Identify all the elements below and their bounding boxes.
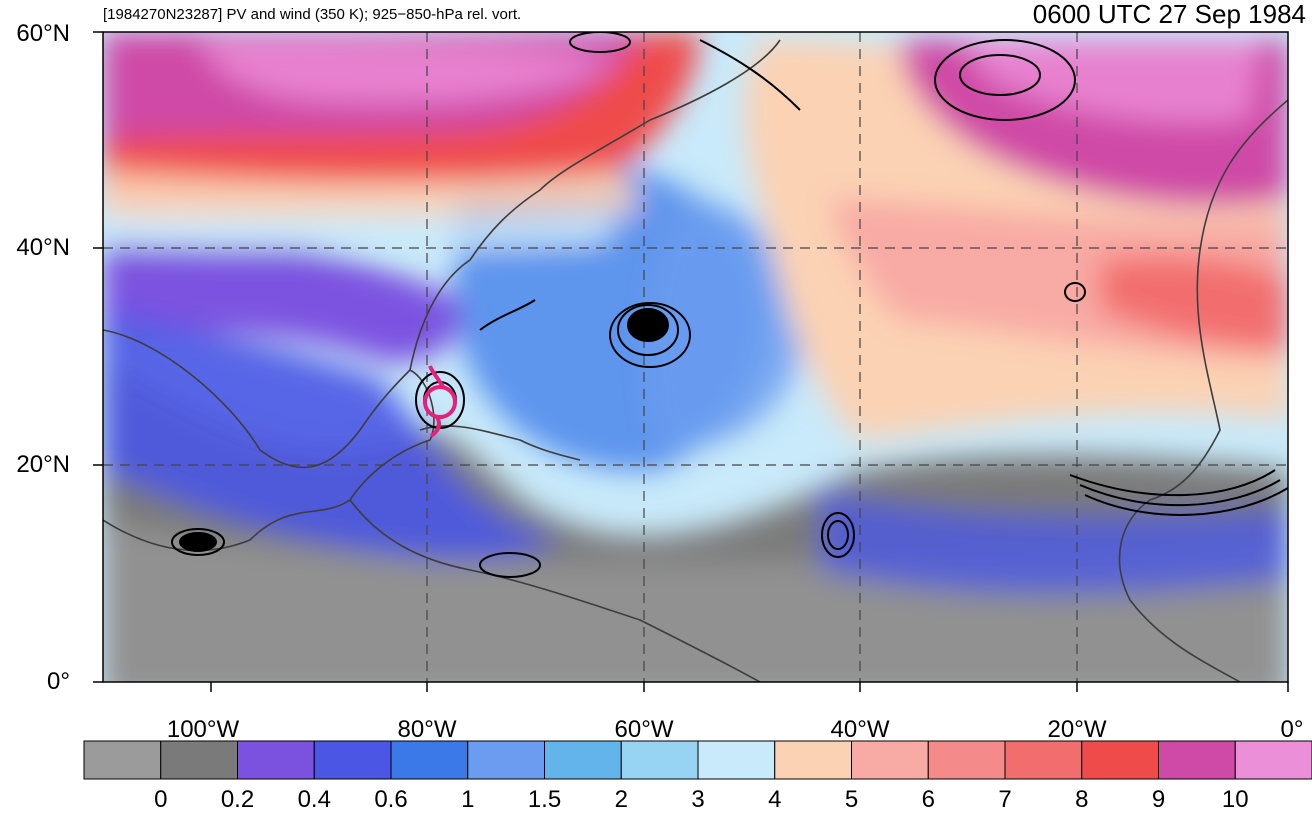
colorbar-swatch [467,740,545,780]
colorbar-tick-label: 0 [154,786,168,813]
colorbar-swatch [1081,740,1159,780]
lon-label-40w: 40°W [830,716,890,743]
colorbar-tick-label: 0.4 [297,786,331,813]
graticule [103,32,1288,682]
colorbar-tick-label: 6 [921,786,935,813]
figure-description: [1984270N23287] PV and wind (350 K); 925… [103,6,522,23]
lat-label-60n: 60°N [16,20,70,47]
colorbar-swatch [544,740,622,780]
axis-ticks [93,31,1289,692]
colorbar-swatch [237,740,315,780]
colorbar-swatch [1004,740,1083,780]
lat-label-0: 0° [47,668,70,695]
map-frame [102,31,1289,683]
colorbar-tick-label: 10 [1221,786,1249,813]
valid-time: 0600 UTC 27 Sep 1984 [1032,0,1306,29]
lat-label-40n: 40°N [16,234,70,261]
colorbar-swatch [620,740,699,780]
colorbar-swatch [390,740,469,780]
colorbar-swatch [1234,740,1312,780]
tropical-cyclone-icon [423,365,457,438]
colorbar-tick-label: 7 [998,786,1012,813]
lon-label-80w: 80°W [397,716,457,743]
colorbar-tick-label: 2 [614,786,628,813]
colorbar-tick-label: 8 [1075,786,1089,813]
colorbar-tick-label: 1 [461,786,475,813]
colorbar-tick-label: 4 [768,786,782,813]
colorbar-tick-label: 0.6 [374,786,408,813]
colorbar-tick-label: 5 [844,786,859,813]
colorbar-swatch [697,740,776,780]
lon-label-0: 0° [1280,716,1304,743]
colorbar-swatch [927,740,1006,780]
colorbar-tick-label: 9 [1151,786,1166,813]
colorbar-tick-label: 1.5 [527,786,562,813]
colorbar-swatch [1158,740,1236,780]
lon-label-100w: 100°W [166,716,240,743]
colorbar [83,740,1312,780]
colorbar-swatch [313,740,392,780]
coastlines [103,39,1288,682]
colorbar-swatch [160,740,238,780]
colorbar-swatch [83,740,162,780]
colorbar-tick-label: 0.2 [220,786,255,813]
lon-label-20w: 20°W [1047,716,1107,743]
pv-shading [103,32,1288,682]
lat-label-20n: 20°N [16,451,70,478]
colorbar-tick-label: 3 [691,786,705,813]
colorbar-swatch [851,740,929,780]
colorbar-swatch [774,740,852,780]
lon-label-60w: 60°W [614,716,674,743]
